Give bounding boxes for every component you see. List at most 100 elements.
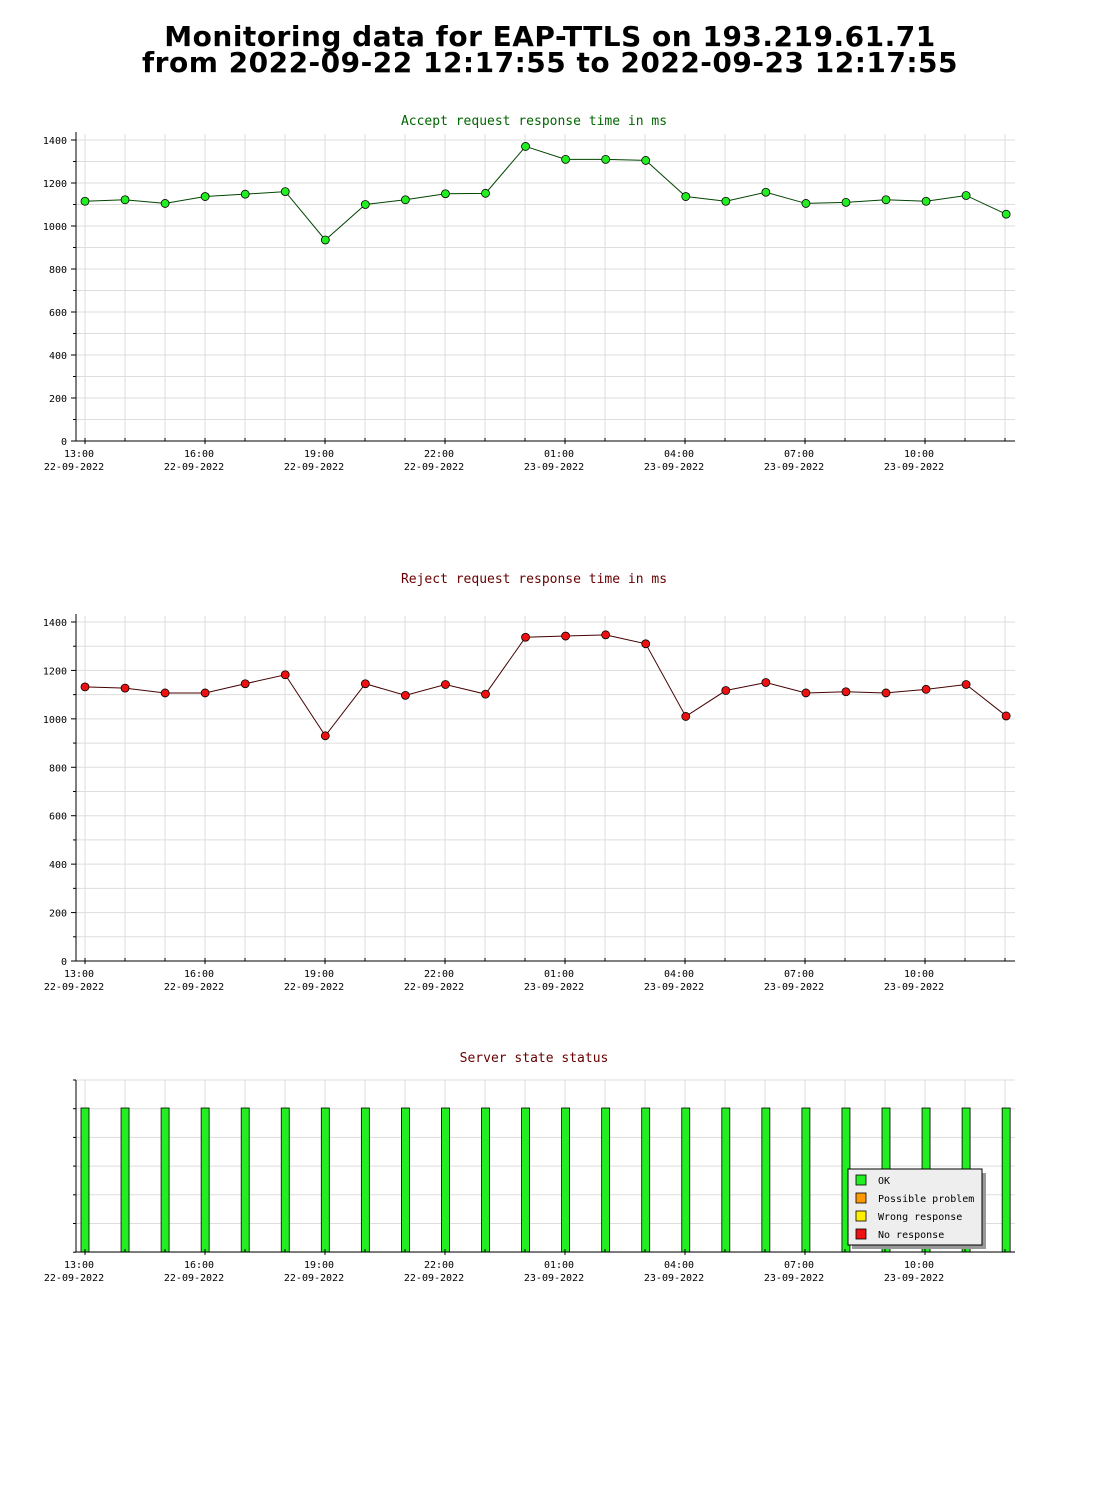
data-point [841,687,851,697]
data-point [160,688,170,698]
x-tick-label-time: 13:00 [64,449,94,460]
legend-swatch [855,1174,867,1186]
x-tick-label-time: 22:00 [424,1260,454,1271]
data-point [601,630,611,640]
data-point [881,195,891,205]
x-tick-label-time: 16:00 [184,1260,214,1271]
x-tick-label-time: 22:00 [424,969,454,980]
status-bar [801,1107,811,1253]
data-point [961,191,971,200]
x-tick-label-date: 22-09-2022 [44,982,104,993]
x-tick-label-date: 22-09-2022 [404,1273,464,1284]
page-title: Monitoring data for EAP-TTLS on 193.219.… [0,20,1100,79]
data-point [521,142,530,151]
x-tick-label-date: 22-09-2022 [284,462,344,473]
x-tick-label-time: 01:00 [544,1260,574,1271]
x-tick-label-time: 13:00 [64,1260,94,1271]
data-point [1001,711,1011,721]
x-tick-label-date: 22-09-2022 [284,1273,344,1284]
x-tick-label-date: 23-09-2022 [524,462,584,473]
x-tick-label-date: 22-09-2022 [44,1273,104,1284]
data-point [1001,209,1011,219]
data-point [721,196,731,206]
data-point [441,189,450,199]
page-title-line2: from 2022-09-22 12:17:55 to 2022-09-23 1… [141,46,959,79]
x-tick-label-time: 10:00 [904,969,934,980]
status-bar [400,1107,410,1253]
x-tick-label-time: 04:00 [664,969,694,980]
x-tick-label-date: 22-09-2022 [404,982,464,993]
data-point [120,683,130,693]
data-point [240,679,250,689]
status-bar [120,1107,130,1253]
y-tick-label: 800 [49,265,67,276]
grid [76,616,1015,961]
data-point [841,197,851,207]
status-bar [761,1107,771,1253]
data-point [160,199,170,208]
x-tick-label-time: 07:00 [784,449,814,460]
x-tick-label-time: 16:00 [184,449,214,460]
data-point [681,712,691,721]
data-point [601,154,611,164]
chart-title: Accept request response time in ms [401,114,667,129]
x-tick-label-time: 10:00 [904,449,934,460]
x-tick-label-time: 04:00 [664,1260,694,1271]
data-point [280,187,290,197]
data-point [641,156,651,165]
status-bar [521,1107,530,1253]
x-tick-label-time: 01:00 [544,969,574,980]
y-tick-label: 0 [61,957,67,968]
y-tick-label: 1000 [43,715,67,726]
data-point [561,631,570,641]
x-tick-label-date: 23-09-2022 [644,462,704,473]
status-bar [240,1107,250,1253]
data-point [681,192,691,201]
x-tick-label-date: 23-09-2022 [884,1273,944,1284]
x-tick-label-date: 23-09-2022 [524,982,584,993]
y-tick-label: 200 [49,394,67,405]
chart-title: Server state status [460,1051,609,1066]
data-point [80,196,90,206]
legend: OK Possible problem Wrong response No respo… [847,1168,986,1249]
data-point [280,670,290,680]
y-tick-label: 1400 [43,136,67,147]
legend-label: OK [878,1176,890,1187]
x-tick-label-time: 04:00 [664,449,694,460]
data-point [360,200,370,209]
x-tick-label-time: 10:00 [904,1260,934,1271]
page-title-line1: Monitoring data for EAP-TTLS on 193.219.… [164,20,936,53]
status-bar [80,1107,90,1253]
accept-chart: Accept request response time in ms 0 200 40… [43,114,1015,473]
data-point [921,196,931,206]
y-tick-label: 600 [49,812,67,823]
data-point [881,688,891,698]
reject-chart: Reject request response time in ms 0 200 40… [43,572,1015,993]
data-point [641,639,651,649]
x-tick-label-date: 23-09-2022 [764,982,824,993]
data-point [320,731,330,741]
x-tick-label-time: 07:00 [784,1260,814,1271]
x-tick-label-time: 19:00 [304,449,334,460]
status-bar [360,1107,370,1253]
data-point [120,195,130,205]
data-point [481,188,490,198]
legend-label: No response [878,1230,944,1241]
status-bar [601,1107,611,1253]
x-tick-label-time: 19:00 [304,1260,334,1271]
x-tick-label-date: 23-09-2022 [884,982,944,993]
x-tick-label-date: 22-09-2022 [284,982,344,993]
chart-title: Reject request response time in ms [401,572,667,587]
x-tick-label-date: 23-09-2022 [524,1273,584,1284]
y-tick-label: 600 [49,308,67,319]
series-line [84,145,1007,241]
legend-swatch [855,1210,867,1222]
status-bar [641,1107,651,1253]
status-bar [160,1107,170,1253]
y-tick-label: 200 [49,909,67,920]
x-tick-label-date: 22-09-2022 [164,462,224,473]
y-tick-label: 400 [49,860,67,871]
x-tick-label-time: 16:00 [184,969,214,980]
data-point [441,680,450,689]
